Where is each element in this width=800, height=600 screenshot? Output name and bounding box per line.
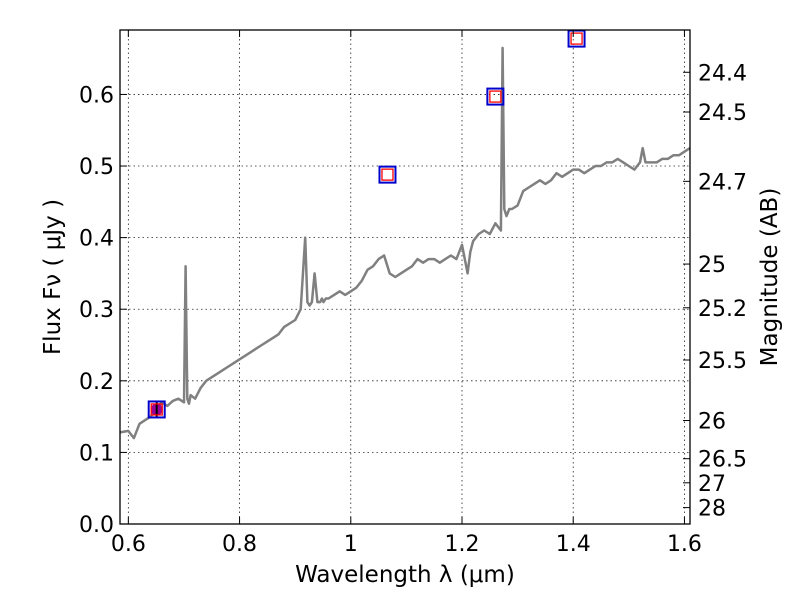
spectrum-line <box>119 46 691 440</box>
y-tick-label: 0.6 <box>79 83 114 108</box>
model-point <box>150 403 163 416</box>
y-axis-ticks: 0.0 0.1 0.2 0.3 0.4 0.5 0.6 <box>79 83 127 538</box>
x-tick-label: 0.6 <box>111 532 146 557</box>
y-tick-label: 0.3 <box>79 298 114 323</box>
magnitude-tick-label: 26 <box>698 410 726 435</box>
x-tick-label: 1.6 <box>667 532 702 557</box>
magnitude-tick-label: 25.2 <box>698 297 747 322</box>
grid-layer <box>120 30 690 525</box>
x-tick-label: 1 <box>344 532 358 557</box>
photometry-layer <box>147 29 586 419</box>
photometry-point <box>486 87 505 106</box>
y-axis-label: Flux Fν ( μJy ) <box>40 199 66 355</box>
y-tick-label: 0.4 <box>79 227 114 252</box>
y-tick-label: 0.0 <box>79 513 114 538</box>
magnitude-tick-label: 26.5 <box>698 448 747 473</box>
photometry-point <box>378 165 397 184</box>
x-tick-label: 0.8 <box>222 532 257 557</box>
magnitude-tick-label: 28 <box>698 497 726 522</box>
magnitude-tick-label: 27 <box>698 472 726 497</box>
magnitude-tick-label: 25.5 <box>698 349 747 374</box>
y-tick-label: 0.1 <box>79 441 114 466</box>
magnitude-tick-label: 24.7 <box>698 170 747 195</box>
x-axis-label: Wavelength λ (μm) <box>295 562 515 588</box>
x-axis-ticks: 0.6 0.8 1 1.2 1.4 1.6 <box>111 30 702 557</box>
x-tick-label: 1.4 <box>556 532 591 557</box>
series-layer <box>119 46 691 440</box>
magnitude-axis-label: Magnitude (AB) <box>757 188 783 367</box>
plot-frame <box>119 29 691 525</box>
y-tick-label: 0.5 <box>79 155 114 180</box>
y-tick-label: 0.2 <box>79 370 114 395</box>
magnitude-tick-label: 25 <box>698 253 726 278</box>
x-tick-label: 1.2 <box>445 532 480 557</box>
photometry-point <box>147 400 166 419</box>
model-point <box>489 90 502 103</box>
magnitude-tick-label: 24.5 <box>698 101 747 126</box>
magnitude-tick-label: 24.4 <box>698 61 747 86</box>
model-point <box>381 168 394 181</box>
model-point <box>570 32 583 45</box>
